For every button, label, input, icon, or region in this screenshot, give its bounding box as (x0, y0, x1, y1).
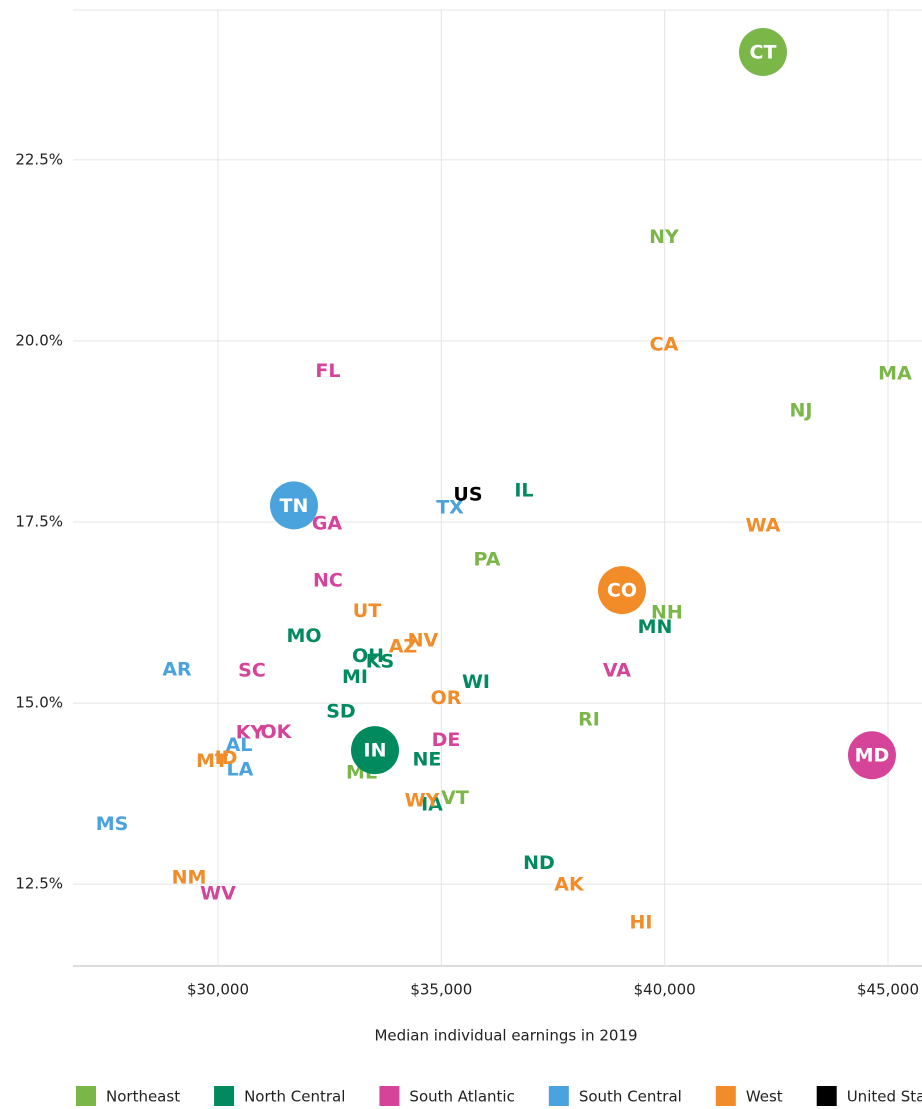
point-label: RI (578, 709, 600, 731)
point-circle (738, 28, 787, 77)
point-label: NJ (789, 399, 812, 421)
point-circle (597, 566, 646, 615)
point-label: KS (366, 651, 394, 673)
point-circle (269, 481, 318, 530)
point-label: IL (514, 480, 533, 502)
point-label: MS (96, 813, 129, 835)
point-label: AK (554, 874, 585, 896)
point-label: ID (215, 747, 238, 769)
y-tick-label: 22.5% (15, 150, 63, 168)
point-label: AL (226, 734, 253, 756)
point-label: NV (408, 630, 439, 652)
point-label: NM (172, 866, 207, 888)
point-label: WV (200, 882, 236, 904)
point-label: WY (405, 790, 440, 812)
point-label: IA (421, 793, 443, 815)
point-label: PA (474, 548, 501, 570)
point-label: SD (326, 701, 355, 723)
point-label: US (453, 483, 482, 505)
point-label: OH (352, 645, 384, 667)
y-tick-label: 17.5% (15, 513, 63, 531)
point-label: IN (364, 740, 387, 762)
point-circle (350, 726, 399, 775)
point-label: LA (227, 759, 254, 781)
point-label: UT (353, 600, 381, 622)
point-label: MI (342, 666, 368, 688)
point-label: KY (236, 722, 265, 744)
point-label: VA (603, 659, 631, 681)
x-tick-label: $30,000 (187, 981, 249, 999)
legend-swatch (214, 1086, 235, 1106)
legend-label: West (746, 1088, 783, 1106)
point-label: CT (750, 42, 777, 64)
point-label: MO (286, 625, 321, 647)
x-tick-label: $45,000 (857, 981, 919, 999)
legend-swatch (715, 1086, 736, 1106)
point-circle (847, 731, 896, 780)
point-label: TN (280, 495, 309, 517)
point-label: CA (650, 333, 679, 355)
point-label: DE (432, 729, 461, 751)
point-label: OR (431, 687, 462, 709)
point-label: WI (462, 671, 490, 693)
point-label: AR (162, 659, 192, 681)
point-label: MT (196, 750, 228, 772)
grid (73, 10, 922, 966)
legend-swatch (76, 1086, 96, 1106)
y-tick-label: 12.5% (15, 875, 63, 893)
y-tick-label: 15.0% (15, 694, 63, 712)
x-axis-title: Median individual earnings in 2019 (374, 1027, 637, 1045)
point-label: VT (441, 787, 469, 809)
legend-swatch (548, 1086, 569, 1106)
point-label: GA (312, 512, 343, 534)
legend-label: North Central (244, 1088, 345, 1106)
point-label: NE (413, 748, 442, 770)
legend-label: Northeast (106, 1088, 180, 1106)
x-tick-label: $35,000 (410, 981, 472, 999)
point-label: FL (315, 360, 340, 382)
y-tick-label: 20.0% (15, 331, 63, 349)
point-label: WA (746, 514, 781, 536)
point-label: AZ (389, 635, 417, 657)
point-label: TX (436, 496, 464, 518)
legend-label: United States (847, 1088, 922, 1106)
point-label: NY (649, 226, 679, 248)
legend-swatch (379, 1086, 400, 1106)
point-label: NH (651, 601, 683, 623)
point-label: MD (855, 745, 890, 767)
point-label: ND (523, 852, 555, 874)
point-label: MN (638, 616, 673, 638)
point-label: NC (313, 569, 343, 591)
point-label: HI (629, 911, 652, 933)
point-label: CO (607, 580, 637, 602)
legend-label: South Atlantic (409, 1088, 514, 1106)
point-label: SC (238, 659, 266, 681)
point-label: OK (261, 721, 293, 743)
legend-label: South Central (579, 1088, 682, 1106)
x-tick-label: $40,000 (634, 981, 696, 999)
point-label: MA (878, 362, 912, 384)
legend-swatch (816, 1086, 837, 1106)
